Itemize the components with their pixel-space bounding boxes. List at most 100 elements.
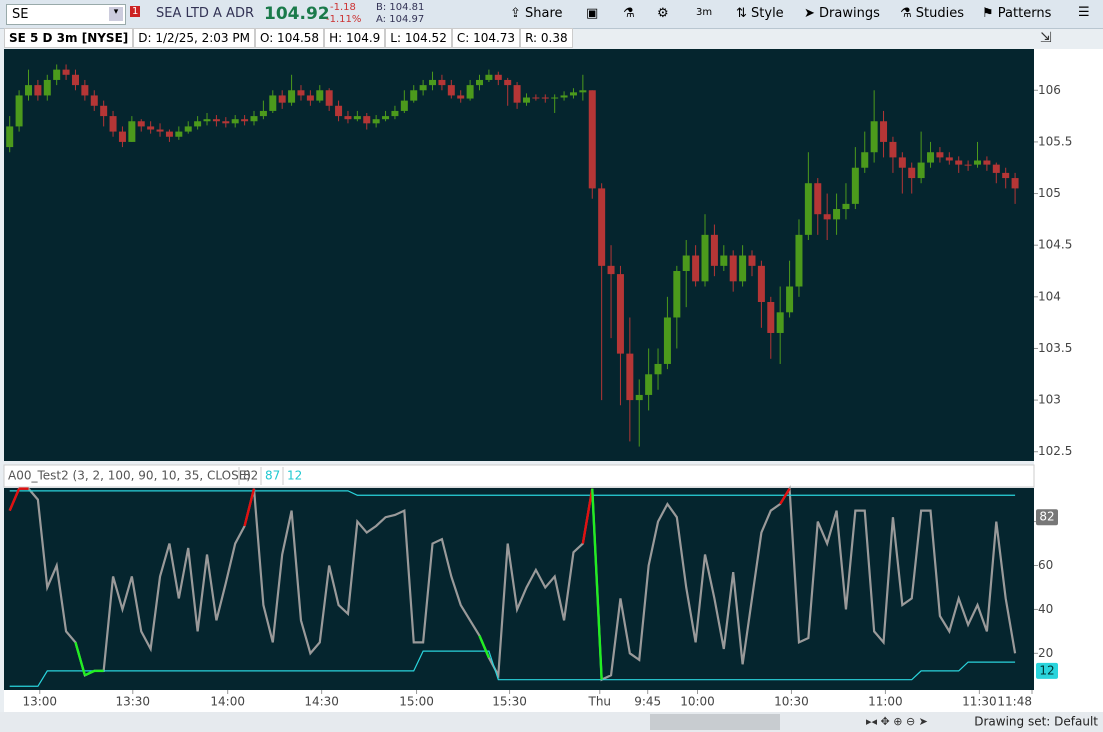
candle-body (419, 85, 427, 91)
time-axis (4, 690, 1103, 712)
signal-segment (243, 488, 256, 527)
candle-body (908, 167, 916, 179)
candle-body (363, 116, 371, 124)
candle-body (344, 116, 352, 120)
expand-icon[interactable]: ⇲ (1040, 30, 1052, 46)
candle-body (34, 85, 42, 96)
info-field: O: 104.58 (254, 28, 325, 48)
x-tick-label: 13:00 (22, 695, 57, 709)
candle-body (43, 79, 51, 96)
x-tick-label: 10:00 (680, 695, 715, 709)
candle-body (447, 85, 455, 96)
style-button[interactable]: ⇅ Style (736, 6, 784, 21)
menu-button[interactable]: ☰ (1078, 5, 1090, 20)
signal-segment (74, 642, 87, 676)
company: SEA LTD A ADR (156, 6, 254, 21)
candle-body (767, 301, 775, 333)
drawings-button[interactable]: ➤ Drawings (804, 6, 880, 21)
toolbar: SE ▾ 1 SEA LTD A ADR 104.92 -1.18 -1.11% … (0, 0, 1103, 29)
candle-body (241, 119, 249, 122)
candle-body (560, 95, 568, 98)
candle-body (6, 126, 14, 148)
signal-segment (779, 488, 791, 505)
candle-body (335, 105, 343, 117)
candle-body (729, 255, 737, 282)
candle-body (588, 90, 596, 189)
candle-body (306, 95, 314, 101)
candle-body (288, 90, 296, 103)
scroll-bar (0, 712, 1103, 732)
candle-body (842, 203, 850, 210)
info-field: R: 0.38 (520, 28, 573, 48)
candle-body (438, 79, 446, 86)
candle-body (964, 164, 972, 166)
candle-body (297, 90, 305, 96)
candle-body (804, 183, 812, 235)
label: Share (525, 6, 563, 21)
candle-body (231, 119, 239, 124)
candle-body (325, 90, 333, 106)
candle-body (795, 234, 803, 287)
x-tick-label: 11:48 (997, 695, 1032, 709)
candle-body (62, 69, 70, 75)
icon-button[interactable]: ⚙ (657, 6, 669, 21)
y-tick-label: 103 (1038, 393, 1061, 407)
signal-segment (581, 488, 594, 544)
x-tick-label: Thu (588, 695, 612, 709)
candle-body (147, 126, 155, 130)
oscillator-panel (4, 488, 1034, 690)
price-axis (1034, 49, 1103, 690)
candle-body (710, 234, 718, 266)
y-tick-label: 20 (1038, 646, 1053, 660)
candle-body (212, 119, 220, 122)
candle-body (353, 116, 361, 120)
drawing-set: Drawing set: Default (974, 715, 1098, 729)
icon-button[interactable]: ⚗ (623, 6, 635, 21)
studies-button[interactable]: ⚗ Studies (900, 6, 965, 21)
candle-body (927, 152, 935, 163)
candle-body (626, 353, 634, 401)
candle-body (598, 188, 606, 266)
candle-body (851, 167, 859, 204)
candle-body (100, 105, 108, 117)
candle-body (720, 255, 728, 266)
candle-body (786, 286, 794, 313)
zoom-controls[interactable]: ▸◂ ✥ ⊕ ⊖ ➤ (866, 715, 928, 728)
change: -1.18 (330, 2, 356, 13)
candle-body (400, 100, 408, 111)
timeframe-button[interactable]: 3m (696, 7, 713, 18)
candle-body (1002, 172, 1010, 179)
candle-body (616, 274, 624, 354)
candle-body (494, 74, 502, 80)
candle-body (870, 121, 878, 153)
x-tick-label: 15:30 (492, 695, 527, 709)
label: Style (751, 6, 784, 21)
signal-segment (8, 488, 21, 512)
x-tick-label: 14:30 (304, 695, 339, 709)
candle-body (579, 90, 587, 93)
candle-body (974, 160, 982, 165)
candle-body (71, 74, 79, 86)
x-tick-label: 14:00 (210, 695, 245, 709)
candle-body (992, 164, 1000, 173)
candle-body (513, 85, 521, 103)
icon-button[interactable]: ▣ (586, 6, 599, 21)
candle-body (391, 110, 399, 117)
candle-body (607, 265, 615, 275)
candle-body (936, 152, 944, 158)
value-marker (1036, 662, 1058, 679)
candle-body (15, 95, 23, 127)
candle-body (748, 255, 756, 266)
patterns-button[interactable]: ⚑ Patterns (982, 6, 1052, 21)
y-tick-label: 40 (1038, 602, 1053, 616)
last-price: 104.92 (264, 4, 330, 24)
alert-badge[interactable]: 1 (130, 6, 141, 17)
scroll-thumb[interactable] (650, 714, 780, 730)
label: Drawings (819, 6, 880, 21)
candle-body (541, 97, 549, 99)
share-button[interactable]: ⇪ Share (510, 6, 563, 21)
price-panel (4, 49, 1034, 461)
candle-body (645, 374, 653, 395)
symbol-box[interactable]: SE ▾ (6, 4, 126, 25)
